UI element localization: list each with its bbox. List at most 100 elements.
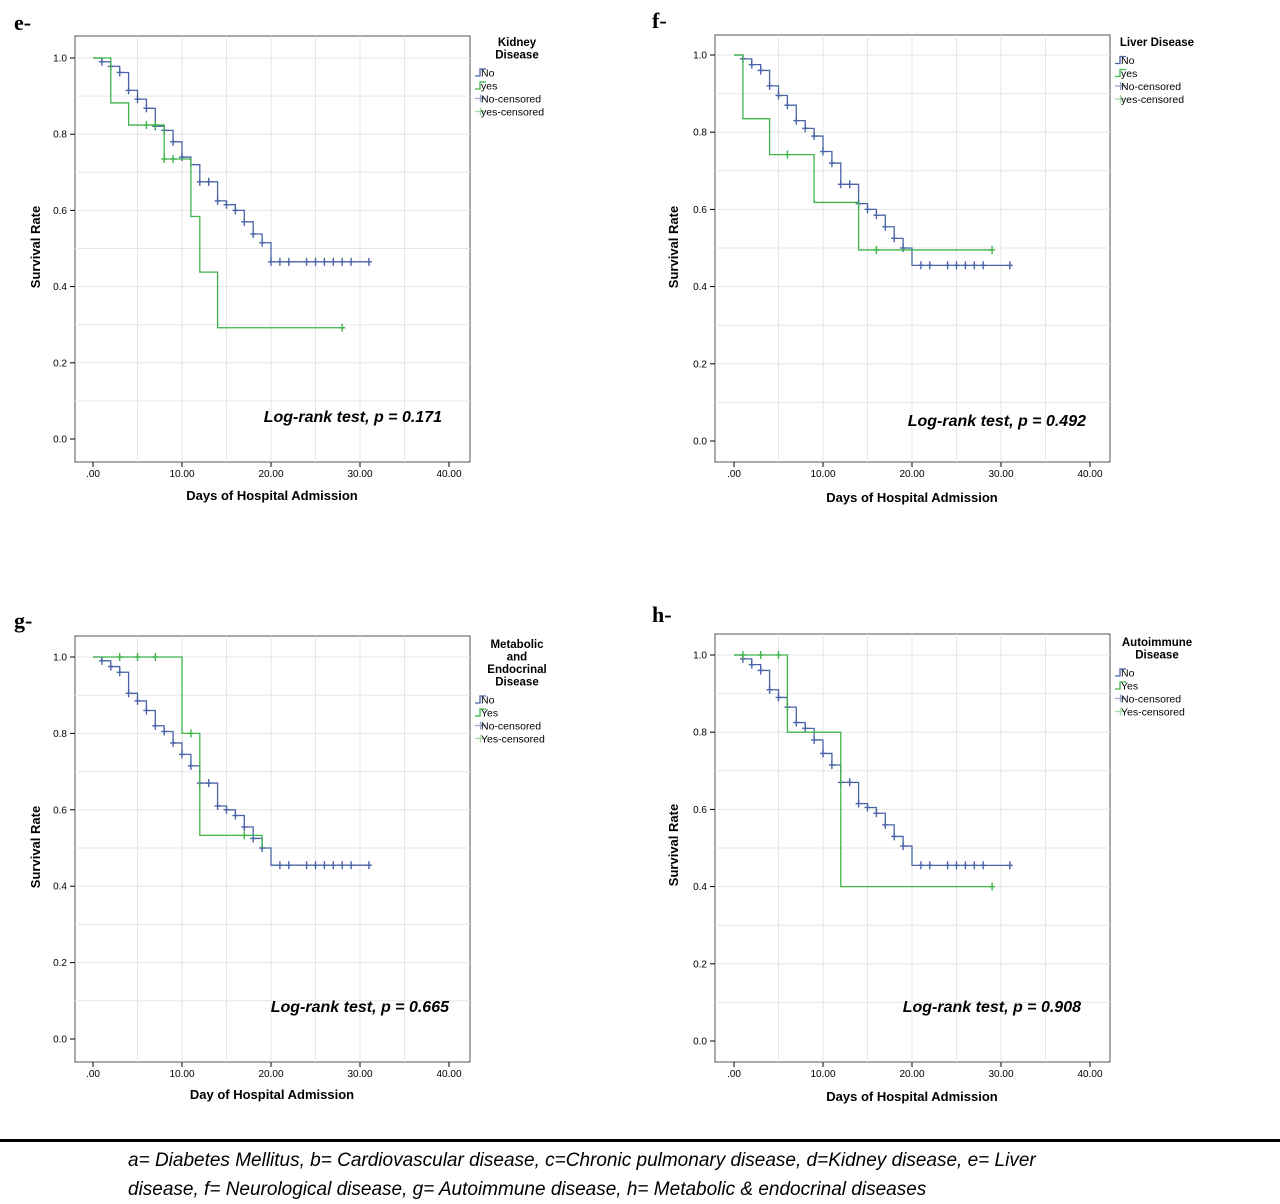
y-tick-label: 1.0 xyxy=(693,651,707,662)
log-rank-annotation: Log-rank test, p = 0.171 xyxy=(264,409,442,426)
censor-mark-no xyxy=(330,861,337,870)
censor-mark-no xyxy=(864,803,871,812)
censor-mark-no xyxy=(170,738,177,747)
x-axis-label: Days of Hospital Admission xyxy=(186,488,357,503)
legend-entry-label: yes xyxy=(1121,68,1137,80)
censor-mark-yes xyxy=(339,323,346,332)
censor-mark-no xyxy=(891,234,898,243)
censor-mark-no xyxy=(330,257,337,266)
y-tick-label: 0.6 xyxy=(693,205,707,216)
censor-mark-no xyxy=(757,666,764,675)
y-tick-label: 0.2 xyxy=(53,358,67,369)
km-chart-g: 0.0 0.2 0.4 0.6 0.8 1.0 .00 10.00 20.00 30.00 40.0… xyxy=(28,635,547,1102)
censor-mark-yes xyxy=(161,154,168,163)
legend-step-symbol xyxy=(475,81,486,90)
censor-mark-no xyxy=(766,81,773,90)
legend-title: Liver Disease xyxy=(1120,37,1194,49)
km-chart-h: 0.0 0.2 0.4 0.6 0.8 1.0 .00 10.00 20.00 30.00 40.0… xyxy=(666,633,1192,1104)
censor-mark-no xyxy=(962,261,969,270)
legend-entry-label: Yes-censored xyxy=(1121,707,1185,719)
legend-title: Autoimmune xyxy=(1122,637,1192,649)
censor-mark-no xyxy=(348,861,355,870)
x-axis-label: Day of Hospital Admission xyxy=(190,1087,354,1102)
legend-entry-label: Yes xyxy=(1121,681,1138,693)
y-tick-label: 0.8 xyxy=(53,130,67,141)
x-tick-label: 40.00 xyxy=(1077,469,1102,480)
censor-mark-yes xyxy=(873,245,880,254)
legend-entry-label: No-censored xyxy=(481,721,541,733)
y-tick-label: 0.2 xyxy=(693,359,707,370)
censor-mark-no xyxy=(1006,861,1013,870)
censor-mark-no xyxy=(250,230,257,239)
x-tick-label: 40.00 xyxy=(436,469,461,480)
panel-letter-g: g- xyxy=(14,608,33,633)
censor-mark-no xyxy=(802,724,809,733)
censor-mark-no xyxy=(205,779,212,788)
x-tick-label: 40.00 xyxy=(436,1069,461,1080)
survival-curve-no xyxy=(93,57,369,263)
censor-mark-yes xyxy=(739,651,746,659)
legend-censor-symbol xyxy=(475,721,486,730)
legend-entry-label: No-censored xyxy=(1121,694,1181,706)
survival-curve-no xyxy=(734,54,1010,267)
censor-mark-no xyxy=(775,91,782,100)
y-tick-label: 0.0 xyxy=(693,437,707,448)
censor-mark-no xyxy=(312,861,319,870)
censor-mark-no xyxy=(321,257,328,266)
survival-curve-yes xyxy=(734,54,993,251)
censor-mark-no xyxy=(820,147,826,156)
censor-mark-no xyxy=(348,257,355,266)
y-tick-label: 0.4 xyxy=(53,882,67,893)
censor-mark-no xyxy=(116,668,123,677)
legend: Liver Disease NoyesNo-censoredyes-censore… xyxy=(1115,37,1194,106)
censor-mark-yes xyxy=(775,651,782,659)
censor-mark-no xyxy=(811,132,818,141)
survival-curve-yes xyxy=(93,57,343,329)
censor-mark-no xyxy=(971,861,978,870)
censor-mark-no xyxy=(365,861,372,870)
legend-censor-symbol xyxy=(1115,82,1126,90)
x-tick-label: 20.00 xyxy=(258,1069,283,1080)
x-tick-label: 30.00 xyxy=(347,1069,372,1080)
censor-mark-no xyxy=(214,801,221,810)
censor-mark-no xyxy=(134,95,141,104)
footnote-rule xyxy=(0,1139,1280,1142)
censor-mark-no xyxy=(828,761,835,770)
x-tick-label: 10.00 xyxy=(810,1069,835,1080)
censor-mark-no xyxy=(917,261,924,270)
censor-mark-no xyxy=(900,244,907,252)
km-chart-f: 0.0 0.2 0.4 0.6 0.8 1.0 .00 10.00 20.00 30.00 40.0… xyxy=(666,34,1194,505)
censor-mark-no xyxy=(837,180,844,189)
censor-mark-no xyxy=(855,799,862,808)
censor-mark-no xyxy=(882,222,889,231)
censor-mark-no xyxy=(241,822,248,831)
x-tick-label: 20.00 xyxy=(899,1069,924,1080)
x-axis-label: Days of Hospital Admission xyxy=(826,490,997,505)
log-rank-annotation: Log-rank test, p = 0.492 xyxy=(908,413,1086,430)
censor-mark-no xyxy=(125,86,132,95)
x-tick-label: 10.00 xyxy=(169,1069,194,1080)
censor-mark-no xyxy=(953,861,960,870)
censor-mark-no xyxy=(116,68,123,77)
survival-curve-yes xyxy=(93,656,263,848)
legend-censor-symbol xyxy=(475,107,486,116)
censor-mark-no xyxy=(926,861,933,870)
legend-title: Disease xyxy=(1135,650,1178,662)
censor-mark-no xyxy=(285,257,292,266)
legend-entry-label: yes-censored xyxy=(481,107,544,119)
y-tick-label: 0.6 xyxy=(53,206,67,217)
y-axis-label: Survival Rate xyxy=(28,806,43,888)
censor-mark-no xyxy=(196,177,203,186)
censor-mark-no xyxy=(980,861,987,870)
x-tick-label: 20.00 xyxy=(258,469,283,480)
censor-mark-no xyxy=(917,861,924,870)
y-axis-label: Survival Rate xyxy=(28,206,43,288)
x-tick-label: .00 xyxy=(727,469,741,480)
legend-censor-symbol xyxy=(1115,694,1126,703)
censor-mark-no xyxy=(748,660,755,669)
censor-mark-no xyxy=(143,706,150,715)
legend-censor-symbol xyxy=(475,94,486,103)
censor-mark-yes xyxy=(187,729,194,738)
legend-entry-label: Yes-censored xyxy=(481,734,545,746)
censor-mark-yes xyxy=(757,651,764,659)
